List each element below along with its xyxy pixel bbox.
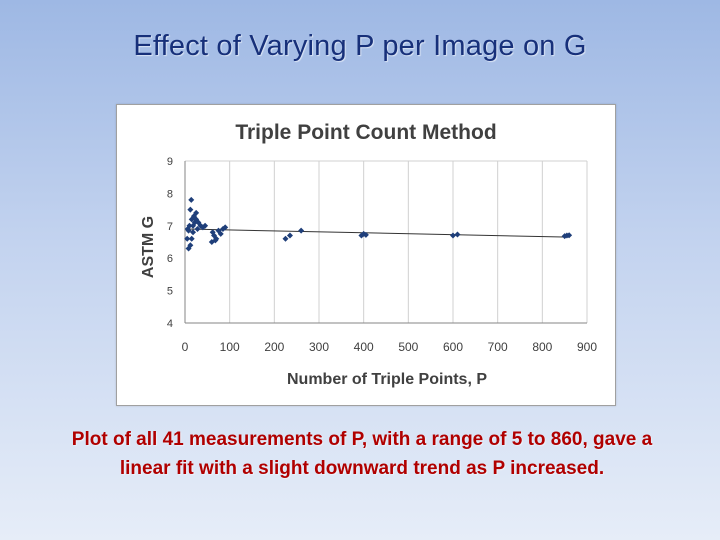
- y-tick-label: 5: [167, 286, 173, 298]
- y-tick-label: 7: [167, 221, 173, 233]
- data-point: [190, 222, 197, 229]
- data-point: [188, 235, 195, 242]
- x-tick-label: 400: [354, 340, 374, 354]
- slide-title: Effect of Varying P per Image on G: [133, 30, 587, 62]
- x-tick-label: 300: [309, 340, 329, 354]
- x-tick-label: 800: [532, 340, 552, 354]
- data-point: [188, 196, 195, 203]
- x-tick-label: 200: [264, 340, 284, 354]
- data-point: [450, 232, 456, 239]
- data-point: [360, 230, 367, 237]
- trendline: [187, 228, 570, 238]
- data-point: [194, 226, 201, 233]
- data-point: [185, 227, 192, 234]
- y-tick-label: 9: [167, 156, 173, 168]
- grid-lines: [185, 160, 588, 323]
- chart-title: Triple Point Count Method: [235, 121, 496, 144]
- chart-frame: Triple Point Count Method 0 100 200 300 400 5…: [116, 104, 616, 406]
- y-tick-label: 4: [167, 318, 173, 330]
- axes: [184, 161, 587, 324]
- x-tick-label: 100: [220, 340, 240, 354]
- x-tick-label: 700: [488, 340, 508, 354]
- y-tick-label: 6: [167, 253, 173, 265]
- x-tick-label: 900: [577, 340, 597, 354]
- y-axis-label: ASTM G: [140, 216, 157, 278]
- data-point: [217, 230, 224, 237]
- data-point: [286, 232, 293, 239]
- x-tick-label: 500: [398, 340, 418, 354]
- data-point: [193, 216, 200, 223]
- tick-labels: 0 100 200 300 400 500 600 700 800 900 4 5 6 7 8 9: [167, 156, 597, 354]
- data-point: [187, 206, 194, 213]
- trendline-segment: [187, 228, 570, 238]
- x-tick-label: 600: [443, 340, 463, 354]
- x-axis-label: Number of Triple Points, P: [287, 371, 487, 388]
- data-point: [212, 237, 219, 244]
- data-point: [362, 231, 369, 238]
- slide-caption: Plot of all 41 measurements of P, with a…: [71, 429, 653, 479]
- data-point: [222, 224, 229, 231]
- x-tick-label: 0: [182, 340, 189, 354]
- scatter-chart: Triple Point Count Method 0 100 200 300 400 5…: [140, 121, 597, 388]
- data-point: [184, 235, 191, 242]
- data-point: [566, 232, 573, 239]
- data-point: [298, 227, 305, 234]
- data-point: [187, 242, 194, 249]
- data-point: [186, 222, 193, 229]
- data-point: [282, 235, 289, 242]
- data-point: [358, 232, 365, 239]
- y-tick-label: 8: [167, 188, 173, 200]
- data-point: [190, 229, 197, 236]
- data-point: [454, 231, 461, 238]
- data-point: [202, 222, 209, 229]
- data-points: [184, 196, 573, 252]
- data-point: [193, 209, 200, 216]
